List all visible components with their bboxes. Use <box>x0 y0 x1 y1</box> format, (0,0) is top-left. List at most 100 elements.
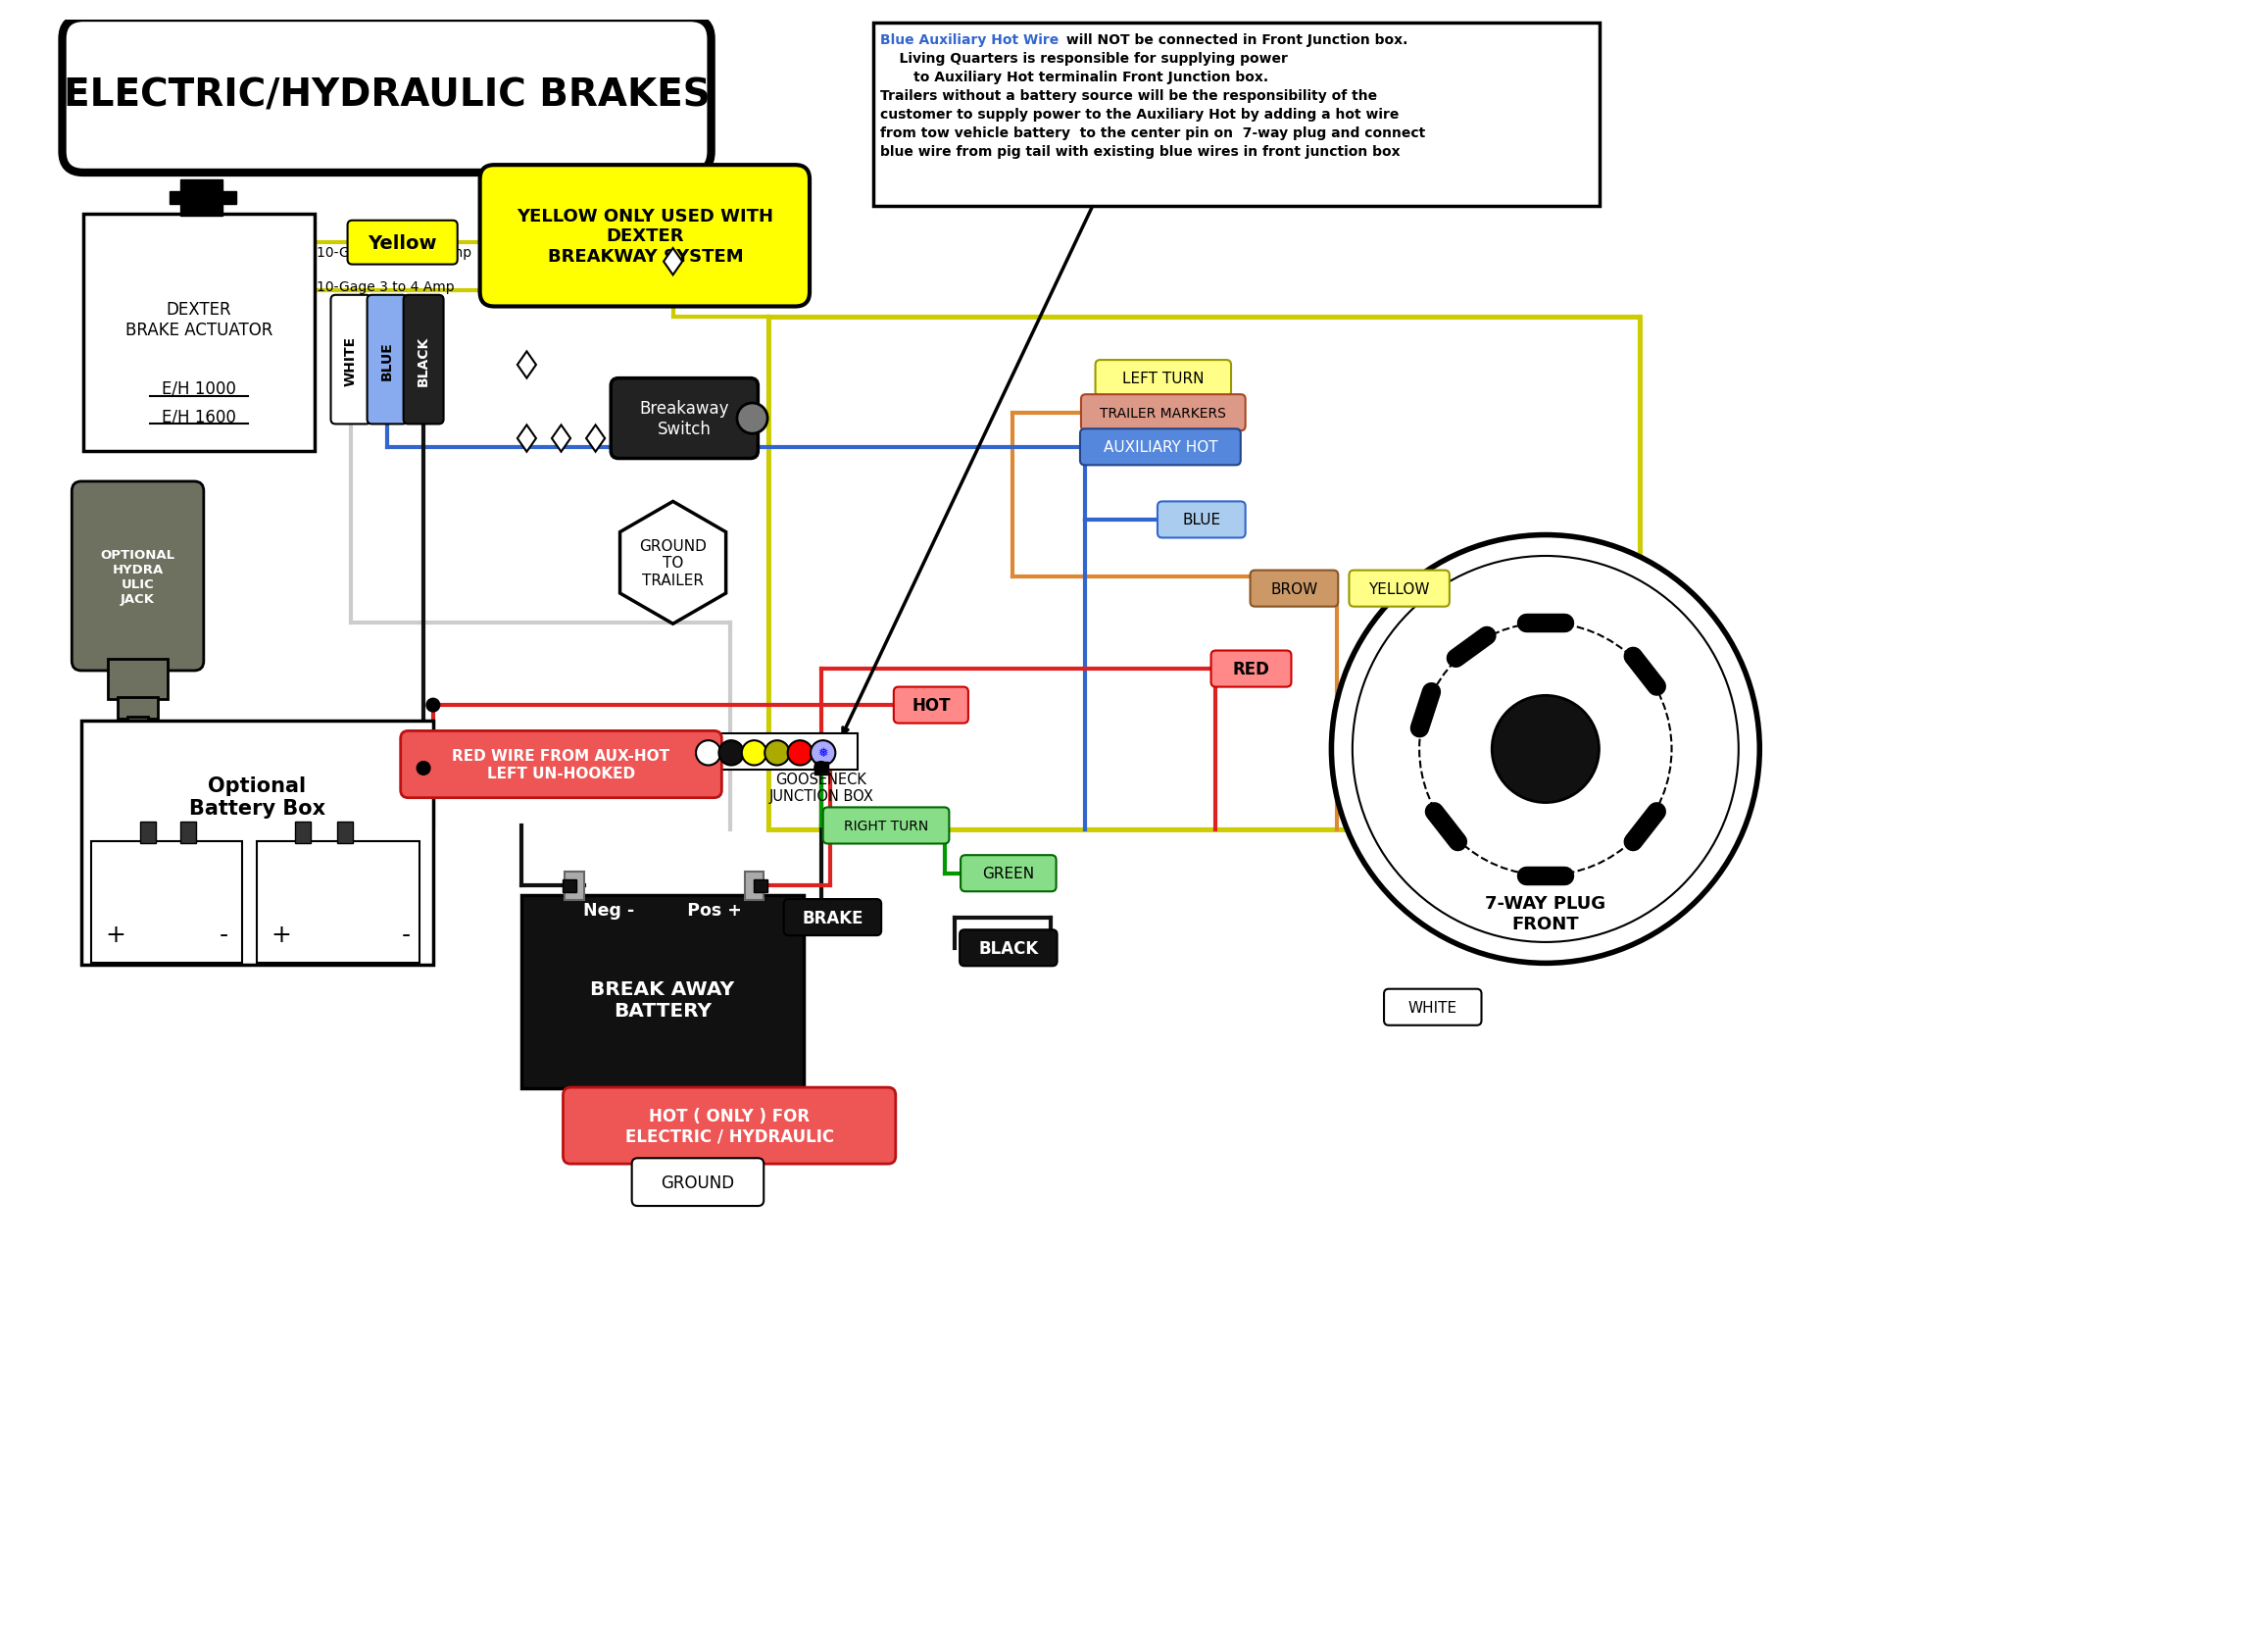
Polygon shape <box>585 425 606 452</box>
Text: Living Quarters is responsible for supplying power
       to Auxiliary Hot termi: Living Quarters is responsible for suppl… <box>880 53 1427 158</box>
Text: AUXILIARY HOT: AUXILIARY HOT <box>1102 440 1218 455</box>
Polygon shape <box>517 353 535 379</box>
FancyBboxPatch shape <box>1349 571 1449 607</box>
FancyBboxPatch shape <box>367 295 408 425</box>
Text: RIGHT TURN: RIGHT TURN <box>844 820 928 833</box>
Text: +: + <box>107 923 127 947</box>
Bar <box>141 823 156 843</box>
Text: GROUND: GROUND <box>660 1174 735 1191</box>
Bar <box>170 191 236 204</box>
Text: BROW: BROW <box>1270 582 1318 597</box>
Text: BRAKE: BRAKE <box>803 909 864 927</box>
Text: Blue Auxiliary Hot Wire: Blue Auxiliary Hot Wire <box>880 33 1059 46</box>
Bar <box>562 879 576 892</box>
Circle shape <box>1331 536 1760 963</box>
Text: E/H 1000: E/H 1000 <box>161 379 236 397</box>
Bar <box>118 698 159 719</box>
Text: HOT: HOT <box>912 698 950 714</box>
Text: Yellow: Yellow <box>367 234 438 252</box>
Text: 10-Gage 3 to 4 Amp: 10-Gage 3 to 4 Amp <box>318 280 454 294</box>
Bar <box>84 214 315 452</box>
FancyBboxPatch shape <box>962 856 1057 892</box>
Text: 7-WAY PLUG
FRONT: 7-WAY PLUG FRONT <box>1486 895 1606 933</box>
Text: BLUE: BLUE <box>381 341 395 381</box>
Text: BREAK AWAY
BATTERY: BREAK AWAY BATTERY <box>590 980 735 1019</box>
Text: GREEN: GREEN <box>982 866 1034 881</box>
Bar <box>522 895 803 1088</box>
Text: HOT ( ONLY ) FOR
ELECTRIC / HYDRAULIC: HOT ( ONLY ) FOR ELECTRIC / HYDRAULIC <box>626 1106 835 1144</box>
Circle shape <box>810 740 835 765</box>
Polygon shape <box>665 249 683 275</box>
FancyBboxPatch shape <box>610 379 758 458</box>
FancyBboxPatch shape <box>1095 361 1232 397</box>
Text: GROUND
TO
TRAILER: GROUND TO TRAILER <box>640 539 708 587</box>
Polygon shape <box>517 425 535 452</box>
Bar <box>814 762 828 775</box>
Text: ELECTRIC/HYDRAULIC BRAKES: ELECTRIC/HYDRAULIC BRAKES <box>64 76 710 114</box>
Text: OPTIONAL
HYDRA
ULIC
JACK: OPTIONAL HYDRA ULIC JACK <box>100 549 175 605</box>
Bar <box>181 180 222 216</box>
Text: E/H 1600: E/H 1600 <box>161 409 236 425</box>
Circle shape <box>719 740 744 765</box>
Text: ❅: ❅ <box>819 747 828 760</box>
FancyBboxPatch shape <box>1211 651 1290 688</box>
FancyBboxPatch shape <box>633 1158 764 1205</box>
FancyBboxPatch shape <box>1080 429 1241 465</box>
Bar <box>82 721 433 965</box>
Bar <box>769 318 1640 829</box>
FancyBboxPatch shape <box>404 295 445 425</box>
Bar <box>744 872 764 900</box>
Bar <box>295 823 311 843</box>
FancyBboxPatch shape <box>894 688 968 724</box>
Text: WHITE: WHITE <box>345 336 358 386</box>
Bar <box>91 841 243 963</box>
Text: BLACK: BLACK <box>417 335 431 386</box>
Circle shape <box>426 699 440 712</box>
Text: YELLOW ONLY USED WITH
DEXTER
BREAKWAY SYSTEM: YELLOW ONLY USED WITH DEXTER BREAKWAY SY… <box>517 208 773 265</box>
Circle shape <box>787 740 812 765</box>
Bar <box>127 717 147 734</box>
Text: DEXTER
BRAKE ACTUATOR: DEXTER BRAKE ACTUATOR <box>125 300 272 338</box>
FancyBboxPatch shape <box>331 295 372 425</box>
Text: WHITE: WHITE <box>1408 999 1458 1014</box>
Bar <box>338 823 354 843</box>
Bar <box>256 841 420 963</box>
Text: -: - <box>401 923 411 947</box>
Bar <box>683 734 857 770</box>
Circle shape <box>742 740 767 765</box>
Polygon shape <box>551 425 572 452</box>
FancyBboxPatch shape <box>1157 501 1245 538</box>
Circle shape <box>417 762 431 775</box>
Circle shape <box>737 404 767 434</box>
Text: LEFT TURN: LEFT TURN <box>1123 371 1204 386</box>
Bar <box>565 872 585 900</box>
Text: -: - <box>220 923 229 947</box>
FancyBboxPatch shape <box>1383 989 1481 1026</box>
Text: TRAILER MARKERS: TRAILER MARKERS <box>1100 406 1227 420</box>
FancyBboxPatch shape <box>1082 396 1245 432</box>
Polygon shape <box>619 501 726 625</box>
Text: BLACK: BLACK <box>978 940 1039 956</box>
FancyBboxPatch shape <box>785 899 882 935</box>
Circle shape <box>696 740 721 765</box>
FancyBboxPatch shape <box>562 1088 896 1164</box>
Circle shape <box>814 762 828 775</box>
Text: Neg -         Pos +: Neg - Pos + <box>583 902 742 918</box>
Text: YELLOW: YELLOW <box>1368 582 1429 597</box>
Text: RED: RED <box>1232 661 1270 678</box>
Text: Breakaway
Switch: Breakaway Switch <box>640 401 730 439</box>
FancyBboxPatch shape <box>1250 571 1338 607</box>
Text: Optional
Battery Box: Optional Battery Box <box>188 777 324 818</box>
FancyBboxPatch shape <box>823 808 948 844</box>
FancyBboxPatch shape <box>481 167 810 307</box>
Circle shape <box>764 740 789 765</box>
Bar <box>873 23 1599 206</box>
Text: GOOSENECK
JUNCTION BOX: GOOSENECK JUNCTION BOX <box>769 772 873 803</box>
Bar <box>181 823 195 843</box>
FancyBboxPatch shape <box>959 930 1057 966</box>
Text: will NOT be connected in Front Junction box.: will NOT be connected in Front Junction … <box>1061 33 1408 46</box>
Text: +: + <box>270 923 290 947</box>
Text: 10-Gage 20 to 22 Amp: 10-Gage 20 to 22 Amp <box>318 246 472 259</box>
Circle shape <box>1492 696 1599 803</box>
Circle shape <box>1352 556 1740 943</box>
